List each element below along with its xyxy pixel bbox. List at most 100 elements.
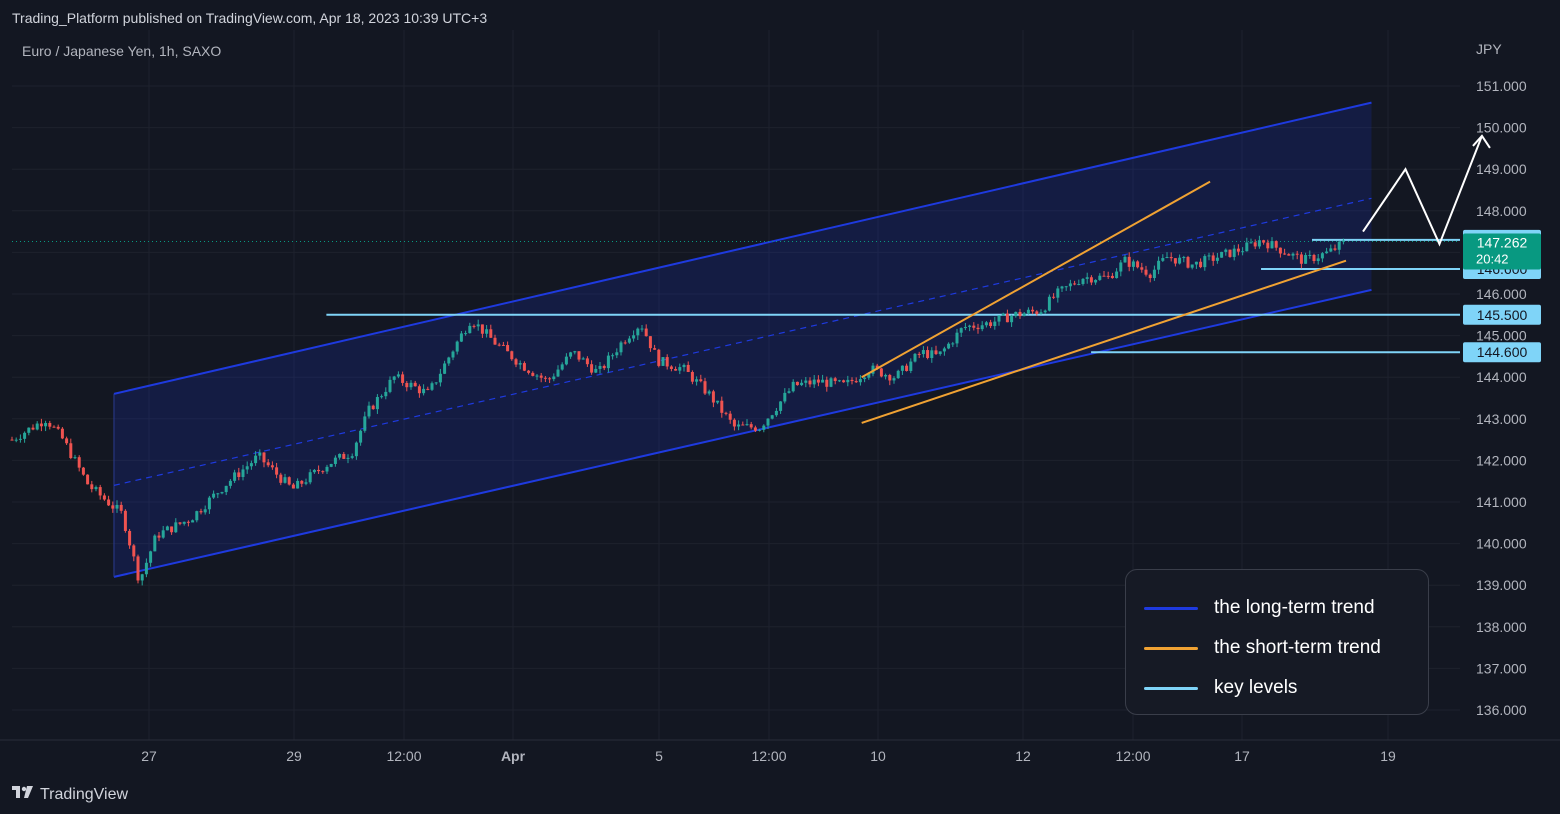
short-term-line-lower[interactable] <box>861 259 1347 424</box>
candle-body <box>619 342 623 353</box>
candle-body <box>434 382 438 384</box>
candle-body <box>695 379 699 382</box>
candle-body <box>1253 242 1257 247</box>
candle-body <box>594 368 598 373</box>
candle-body <box>245 466 249 470</box>
x-tick-label: 12:00 <box>1115 748 1150 764</box>
candle-body <box>1077 283 1081 285</box>
current-price-tag[interactable] <box>1463 233 1541 270</box>
candle-body <box>913 353 917 362</box>
y-tick-label: 138.000 <box>1476 619 1527 635</box>
candle-body <box>1018 311 1022 317</box>
candle-body <box>1098 275 1102 280</box>
candle-body <box>816 379 820 383</box>
candle-body <box>564 356 568 365</box>
legend-item-key-levels: key levels <box>1144 668 1410 708</box>
long-term-channel-mid[interactable] <box>113 197 1372 486</box>
candle-body <box>149 551 153 563</box>
tradingview-logo[interactable]: TradingView <box>12 785 128 804</box>
candle-body <box>1014 311 1018 317</box>
candle-body <box>325 466 329 472</box>
candle-body <box>1102 275 1106 277</box>
candle-body <box>632 335 636 339</box>
candle-body <box>850 379 854 382</box>
candle-body <box>1287 254 1291 256</box>
candle-body <box>1157 260 1161 270</box>
candle-body <box>1203 256 1207 268</box>
candle-body <box>207 497 211 510</box>
candle-body <box>405 382 409 388</box>
candle-body <box>136 556 140 581</box>
candle-body <box>472 325 476 327</box>
long-term-channel-upper[interactable] <box>113 101 1372 395</box>
candle-body <box>1325 251 1329 254</box>
candle-body <box>90 484 94 490</box>
candle-body <box>1186 257 1190 268</box>
candle-body <box>1182 257 1186 259</box>
candle-body <box>678 367 682 371</box>
candle-body <box>312 469 316 473</box>
long-term-channel-lower[interactable] <box>113 288 1372 578</box>
candle-body <box>1266 242 1270 249</box>
y-tick-label: 144.000 <box>1476 369 1527 385</box>
candle-body <box>224 485 228 493</box>
candle-body <box>27 427 31 433</box>
key-level-tag[interactable] <box>1463 342 1541 363</box>
candles <box>10 235 1345 586</box>
candle-body <box>711 391 715 403</box>
candle-body <box>1022 313 1026 317</box>
candle-body <box>1295 253 1299 255</box>
candle-body <box>1178 257 1182 264</box>
candle-body <box>1081 278 1085 284</box>
candle-body <box>329 463 333 467</box>
candle-body <box>800 382 804 386</box>
candle-body <box>1333 248 1337 250</box>
candle-body <box>1140 267 1144 270</box>
candle-body <box>585 358 589 365</box>
candle-body <box>1043 310 1047 313</box>
candle-body <box>291 484 295 489</box>
candle-body <box>1031 309 1035 312</box>
candle-body <box>741 424 745 426</box>
short-term-line-upper[interactable] <box>861 180 1211 379</box>
candle-body <box>287 477 291 485</box>
candle-body <box>199 511 203 513</box>
candle-body <box>237 472 241 477</box>
candle-body <box>716 400 720 403</box>
candle-body <box>409 382 413 388</box>
candle-body <box>665 357 669 367</box>
symbol-title[interactable]: Euro / Japanese Yen, 1h, SAXO <box>22 43 222 59</box>
candle-body <box>107 499 111 506</box>
candle-body <box>888 374 892 381</box>
candle-body <box>48 422 52 427</box>
candle-body <box>1278 247 1282 254</box>
candle-body <box>699 379 703 382</box>
candle-body <box>338 453 342 458</box>
candle-body <box>1094 279 1098 283</box>
candle-body <box>518 363 522 365</box>
candle-body <box>1144 269 1148 275</box>
candle-body <box>837 380 841 382</box>
key-level-tag-label: 145.500 <box>1477 307 1528 323</box>
candle-body <box>1249 242 1253 244</box>
candle-body <box>980 325 984 330</box>
candle-body <box>375 397 379 410</box>
candle-body <box>216 493 220 495</box>
candle-body <box>1257 240 1261 247</box>
candle-body <box>615 352 619 356</box>
projection-arrow[interactable] <box>1362 135 1483 247</box>
candle-body <box>1283 253 1287 255</box>
candle-body <box>363 416 367 431</box>
candle-body <box>900 365 904 371</box>
candle-body <box>875 365 879 369</box>
candle-body <box>191 520 195 523</box>
candle-body <box>1173 258 1177 264</box>
candle-body <box>745 424 749 426</box>
candle-body <box>879 368 883 377</box>
x-tick-label: 5 <box>655 748 663 764</box>
candle-body <box>350 456 354 458</box>
key-level-tag[interactable] <box>1463 304 1541 325</box>
candle-body <box>909 361 913 371</box>
candle-body <box>1064 286 1068 288</box>
